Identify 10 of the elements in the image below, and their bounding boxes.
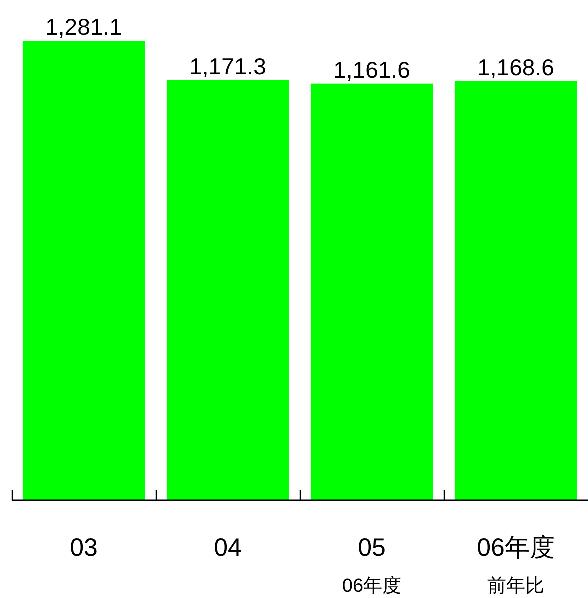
data-label: 1,168.6 — [478, 54, 554, 80]
x-tick-label: 05 — [358, 534, 386, 562]
data-label: 1,161.6 — [334, 56, 410, 83]
data-label: 1,281.1 — [46, 14, 122, 40]
x-tick-label: 04 — [214, 534, 242, 562]
text: 前年比 — [488, 576, 544, 597]
x-tick-label: 06年度 — [477, 534, 555, 562]
data-label: 1,171.3 — [190, 53, 266, 80]
text: 06年度 — [342, 575, 402, 597]
x-tick-label: 03 — [70, 534, 98, 562]
